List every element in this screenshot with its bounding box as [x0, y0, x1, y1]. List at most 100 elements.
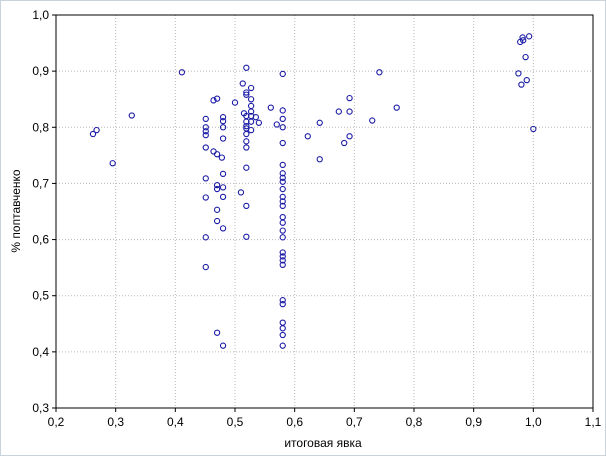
- data-point: [279, 219, 286, 226]
- data-point: [202, 234, 209, 241]
- data-point: [335, 108, 342, 115]
- data-point: [526, 33, 533, 40]
- plot-area: [55, 14, 594, 409]
- y-tick-label: 0,7: [32, 176, 49, 190]
- y-tick-label: 0,5: [32, 289, 49, 303]
- data-point: [213, 329, 221, 336]
- data-point: [523, 76, 530, 84]
- data-point: [89, 130, 97, 138]
- data-point: [219, 225, 227, 232]
- data-point: [279, 342, 286, 349]
- data-point: [202, 263, 209, 271]
- x-tick-label: 0,3: [107, 415, 124, 429]
- data-point: [279, 300, 286, 308]
- data-point: [376, 69, 383, 76]
- data-point: [219, 193, 227, 201]
- data-point: [279, 331, 286, 339]
- data-point: [316, 119, 323, 126]
- data-point: [243, 202, 250, 210]
- data-point: [243, 233, 250, 240]
- data-point: [243, 64, 250, 71]
- data-point: [213, 181, 221, 189]
- data-point: [252, 114, 260, 121]
- data-point: [520, 37, 527, 44]
- data-point: [530, 125, 537, 133]
- data-point: [219, 342, 227, 349]
- data-point: [178, 69, 186, 76]
- data-point: [202, 194, 209, 201]
- data-point: [522, 53, 529, 61]
- data-point: [243, 123, 250, 130]
- data-point: [279, 257, 286, 264]
- x-axis-label: итоговая явка: [284, 436, 362, 450]
- x-tick-label: 0,5: [227, 415, 244, 429]
- data-point: [346, 108, 353, 115]
- y-axis: 0,3 0,4 0,5 0,6 0,7 0,8 0,9 1,0: [32, 8, 56, 415]
- x-tick-label: 0,9: [465, 415, 482, 429]
- data-point: [210, 97, 217, 104]
- data-point: [239, 80, 246, 87]
- y-tick-label: 1,0: [32, 8, 49, 22]
- data-point: [267, 104, 274, 111]
- data-point: [279, 107, 286, 114]
- data-point: [202, 115, 209, 123]
- data-point: [128, 112, 135, 119]
- x-tick-label: 0,4: [167, 415, 184, 429]
- data-point: [341, 139, 348, 147]
- data-point: [213, 95, 221, 102]
- data-point: [279, 249, 286, 256]
- data-point: [279, 227, 286, 234]
- y-axis-label: % поптавченко: [9, 169, 23, 252]
- y-tick-label: 0,9: [32, 64, 49, 78]
- data-point: [279, 325, 286, 332]
- y-tick-label: 0,4: [32, 345, 49, 359]
- data-point: [202, 124, 209, 131]
- data-point: [219, 114, 227, 121]
- data-point: [243, 130, 250, 138]
- data-point: [247, 118, 255, 125]
- data-point: [219, 117, 227, 125]
- data-point: [202, 175, 209, 182]
- x-axis: 0,2 0,3 0,4 0,5 0,6 0,7 0,8 0,9 1,0 1,1: [48, 408, 602, 429]
- x-tick-label: 0,2: [48, 415, 65, 429]
- data-point: [279, 261, 286, 268]
- data-point: [247, 102, 255, 110]
- data-point: [243, 91, 250, 98]
- data-point: [93, 126, 100, 134]
- data-point: [279, 174, 286, 181]
- data-point: [243, 144, 250, 151]
- data-point: [273, 121, 280, 128]
- data-point: [279, 115, 286, 123]
- data-point: [109, 160, 116, 167]
- data-point: [279, 198, 286, 205]
- data-point: [518, 81, 525, 88]
- data-point: [393, 104, 400, 111]
- data-point: [247, 126, 255, 134]
- data-point: [219, 170, 227, 178]
- x-tick-label: 1,0: [525, 415, 542, 429]
- y-tick-label: 0,6: [32, 233, 49, 247]
- data-point: [279, 170, 286, 177]
- data-point: [202, 128, 209, 135]
- data-point: [279, 234, 286, 241]
- data-point: [231, 99, 239, 106]
- grid: [56, 15, 593, 408]
- data-point: [369, 117, 376, 124]
- x-tick-label: 0,6: [286, 415, 303, 429]
- data-point: [255, 119, 263, 126]
- data-point: [519, 34, 526, 41]
- data-point: [219, 124, 227, 131]
- data-point: [279, 70, 286, 78]
- data-point: [213, 185, 221, 193]
- data-point: [243, 138, 250, 145]
- data-point: [219, 135, 227, 142]
- data-point: [279, 124, 286, 131]
- y-tick-label: 0,8: [32, 120, 49, 134]
- data-point: [316, 156, 323, 163]
- data-point: [202, 131, 209, 139]
- data-point: [279, 178, 286, 185]
- data-point: [247, 108, 255, 115]
- data-point: [515, 70, 522, 77]
